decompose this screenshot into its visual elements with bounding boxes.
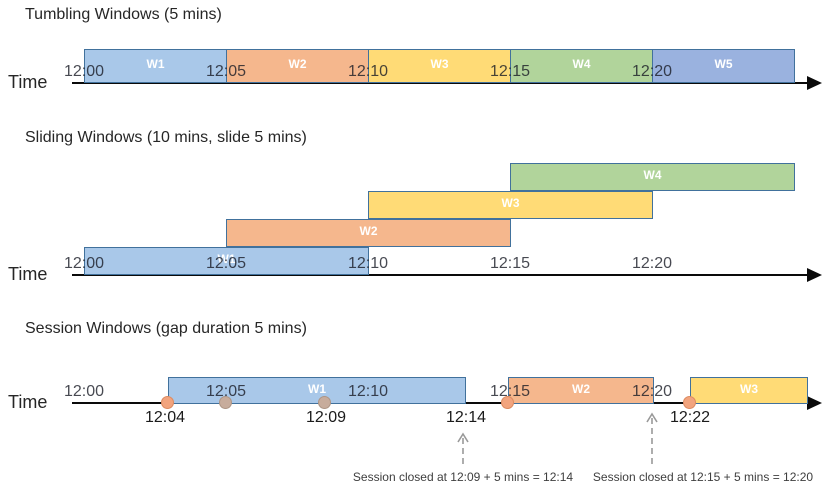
sliding-window-3-label: W3 [501, 196, 520, 210]
sliding-section-title: Sliding Windows (10 mins, slide 5 mins) [25, 129, 307, 146]
session-window-3: W3 [690, 377, 808, 404]
tumbling-section-title: Tumbling Windows (5 mins) [25, 6, 222, 23]
tumbling-time-label: Time [8, 72, 48, 92]
sliding-window-2: W2 [226, 219, 511, 247]
sliding-time-axis [72, 274, 812, 276]
sliding-tick-label: 12:15 [489, 255, 531, 272]
sliding-window-2-label: W2 [359, 224, 378, 238]
session-window-1: W1 [168, 377, 466, 404]
tumbling-window-1: W1 [84, 49, 227, 83]
session-window-2: W2 [508, 377, 654, 404]
tumbling-window-4: W4 [510, 49, 653, 83]
sliding-time-label: Time [8, 264, 48, 284]
tumbling-tick-label: 12:20 [631, 63, 673, 80]
event-time-label: 12:09 [305, 409, 347, 426]
tumbling-window-4-label: W4 [572, 57, 591, 71]
event-time-label: 12:04 [144, 409, 186, 426]
session-window-1-label: W1 [308, 381, 326, 396]
session-tick-label: 12:10 [347, 383, 389, 400]
session-tick-label: 12:05 [205, 383, 247, 400]
tumbling-window-3: W3 [368, 49, 511, 83]
session-time-label: Time [8, 392, 48, 412]
tumbling-window-5-label: W5 [714, 57, 733, 71]
session-axis-arrowhead-icon [807, 396, 822, 410]
session-closed-annotation-1: Session closed at 12:09 + 5 mins = 12:14 [352, 470, 574, 484]
tumbling-window-5: W5 [652, 49, 795, 83]
event-time-label: 12:14 [445, 409, 487, 426]
tumbling-window-2-label: W2 [288, 57, 307, 71]
sliding-window-1-label: W1 [217, 252, 236, 266]
sliding-window-4-label: W4 [643, 168, 662, 182]
sliding-tick-label: 12:00 [63, 255, 105, 272]
event-dot-1222 [683, 396, 696, 409]
session-closed-annotation-2: Session closed at 12:15 + 5 mins = 12:20 [592, 470, 814, 484]
event-time-label: 12:22 [669, 409, 711, 426]
session-tick-label: 12:00 [63, 383, 105, 400]
tumbling-time-axis [72, 82, 812, 84]
tumbling-tick-label: 12:15 [489, 63, 531, 80]
event-dot-1206 [219, 396, 232, 409]
tumbling-window-1-label: W1 [146, 57, 165, 71]
session-window-3-label: W3 [740, 381, 758, 396]
sliding-tick-label: 12:05 [205, 255, 247, 272]
event-dot-1209 [318, 396, 331, 409]
tumbling-tick-label: 12:00 [63, 63, 105, 80]
tumbling-tick-label: 12:05 [205, 63, 247, 80]
sliding-window-1: W1 [84, 247, 369, 275]
sliding-window-4: W4 [510, 163, 795, 191]
sliding-tick-label: 12:20 [631, 255, 673, 272]
session-window-2-label: W2 [572, 381, 590, 396]
dashed-up-arrow-icon [646, 412, 658, 466]
sliding-window-3: W3 [368, 191, 653, 219]
session-section-title: Session Windows (gap duration 5 mins) [25, 320, 307, 337]
tumbling-window-3-label: W3 [430, 57, 449, 71]
session-tick-label: 12:15 [489, 383, 531, 400]
event-dot-1204 [161, 396, 174, 409]
sliding-tick-label: 12:10 [347, 255, 389, 272]
dashed-up-arrow-icon [457, 432, 469, 466]
tumbling-axis-arrowhead-icon [807, 76, 822, 90]
sliding-axis-arrowhead-icon [807, 268, 822, 282]
session-tick-label: 12:20 [631, 383, 673, 400]
tumbling-tick-label: 12:10 [347, 63, 389, 80]
tumbling-window-2: W2 [226, 49, 369, 83]
event-dot-1215 [501, 396, 514, 409]
